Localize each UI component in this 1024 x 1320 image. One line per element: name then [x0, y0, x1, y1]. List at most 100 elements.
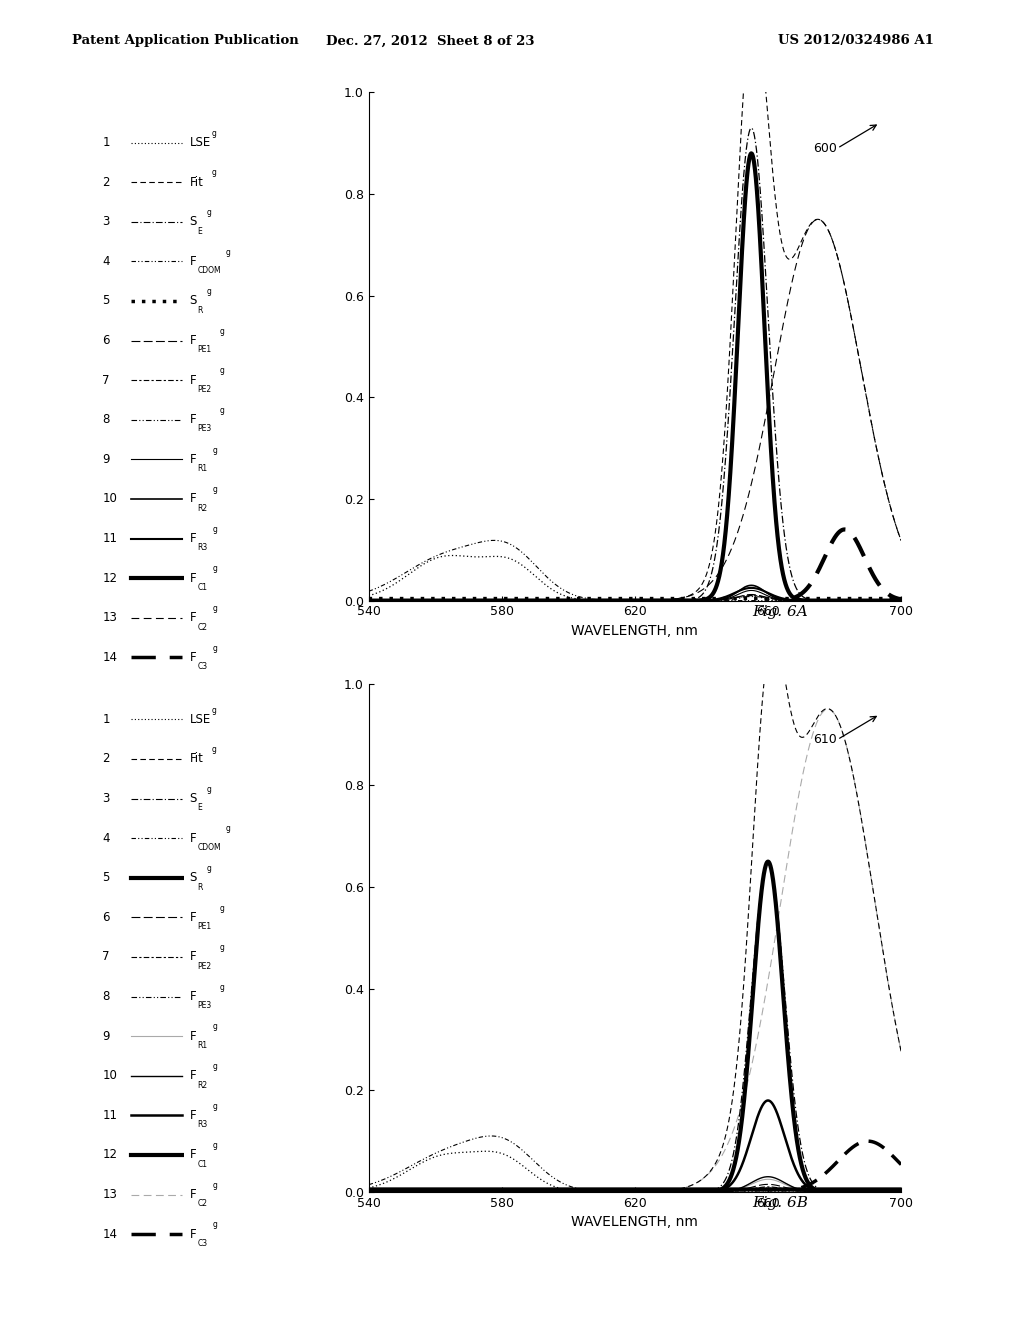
Text: PE3: PE3: [198, 425, 212, 433]
Text: F: F: [189, 532, 196, 545]
Text: R1: R1: [198, 1041, 208, 1049]
Text: 5: 5: [102, 871, 110, 884]
Text: 14: 14: [102, 1228, 118, 1241]
Text: Dec. 27, 2012  Sheet 8 of 23: Dec. 27, 2012 Sheet 8 of 23: [326, 34, 535, 48]
Text: 8: 8: [102, 413, 110, 426]
Text: g: g: [212, 129, 217, 137]
Text: g: g: [219, 983, 224, 991]
Text: PE2: PE2: [198, 385, 212, 393]
Text: F: F: [189, 1030, 196, 1043]
Text: R2: R2: [198, 504, 208, 512]
Text: F: F: [189, 255, 196, 268]
Text: F: F: [189, 832, 196, 845]
Text: 6: 6: [102, 334, 110, 347]
Text: C2: C2: [198, 1200, 208, 1208]
Text: g: g: [213, 644, 218, 652]
Text: F: F: [189, 611, 196, 624]
Text: 3: 3: [102, 792, 110, 805]
Text: g: g: [213, 1142, 218, 1150]
Text: 12: 12: [102, 1148, 118, 1162]
Text: F: F: [189, 413, 196, 426]
Text: CDOM: CDOM: [198, 267, 221, 275]
Text: g: g: [219, 327, 224, 335]
Text: g: g: [219, 367, 224, 375]
Text: 4: 4: [102, 255, 110, 268]
Text: F: F: [189, 572, 196, 585]
Text: US 2012/0324986 A1: US 2012/0324986 A1: [778, 34, 934, 48]
Text: 11: 11: [102, 532, 118, 545]
Text: F: F: [189, 651, 196, 664]
Text: R: R: [198, 306, 203, 314]
Text: 4: 4: [102, 832, 110, 845]
Text: g: g: [213, 486, 218, 494]
Text: C1: C1: [198, 1160, 208, 1168]
Text: 1: 1: [102, 713, 110, 726]
Text: S: S: [189, 215, 197, 228]
Text: PE1: PE1: [198, 923, 212, 931]
Text: Fit: Fit: [189, 176, 204, 189]
Text: g: g: [212, 169, 217, 177]
Text: g: g: [207, 288, 212, 296]
Text: 9: 9: [102, 453, 110, 466]
Text: 13: 13: [102, 1188, 118, 1201]
Text: F: F: [189, 1188, 196, 1201]
Text: Patent Application Publication: Patent Application Publication: [72, 34, 298, 48]
Text: 610: 610: [813, 733, 838, 746]
Text: F: F: [189, 492, 196, 506]
Text: g: g: [213, 1221, 218, 1229]
Text: 1: 1: [102, 136, 110, 149]
Text: 7: 7: [102, 950, 110, 964]
Text: g: g: [207, 209, 212, 216]
Text: g: g: [225, 825, 230, 833]
Text: Fit: Fit: [189, 752, 204, 766]
Text: g: g: [213, 1023, 218, 1031]
Text: 2: 2: [102, 176, 110, 189]
Text: C1: C1: [198, 583, 208, 591]
Text: 8: 8: [102, 990, 110, 1003]
Text: CDOM: CDOM: [198, 843, 221, 851]
Text: Fig. 6B: Fig. 6B: [753, 1196, 809, 1210]
Text: F: F: [189, 950, 196, 964]
Text: C3: C3: [198, 1239, 208, 1247]
Text: 3: 3: [102, 215, 110, 228]
Text: 2: 2: [102, 752, 110, 766]
Text: R3: R3: [198, 1121, 208, 1129]
Text: g: g: [207, 865, 212, 873]
X-axis label: WAVELENGTH, nm: WAVELENGTH, nm: [571, 1216, 698, 1229]
Text: g: g: [213, 565, 218, 573]
Text: F: F: [189, 334, 196, 347]
Text: R1: R1: [198, 465, 208, 473]
Text: PE2: PE2: [198, 962, 212, 970]
Text: g: g: [212, 746, 217, 754]
Text: E: E: [198, 227, 203, 235]
Text: g: g: [213, 605, 218, 612]
Text: 10: 10: [102, 1069, 118, 1082]
Text: Fig. 6A: Fig. 6A: [753, 605, 808, 619]
Text: LSE: LSE: [189, 713, 211, 726]
Text: g: g: [219, 904, 224, 912]
Text: 13: 13: [102, 611, 118, 624]
Text: g: g: [219, 407, 224, 414]
Text: 9: 9: [102, 1030, 110, 1043]
Text: g: g: [213, 1063, 218, 1071]
Text: g: g: [213, 1102, 218, 1110]
Text: F: F: [189, 911, 196, 924]
Text: R2: R2: [198, 1081, 208, 1089]
Text: PE1: PE1: [198, 346, 212, 354]
Text: PE3: PE3: [198, 1002, 212, 1010]
Text: F: F: [189, 1148, 196, 1162]
Text: 600: 600: [813, 141, 838, 154]
Text: S: S: [189, 871, 197, 884]
Text: C3: C3: [198, 663, 208, 671]
Text: 5: 5: [102, 294, 110, 308]
Text: F: F: [189, 374, 196, 387]
Text: 12: 12: [102, 572, 118, 585]
Text: g: g: [213, 446, 218, 454]
Text: F: F: [189, 453, 196, 466]
Text: E: E: [198, 804, 203, 812]
Text: g: g: [207, 785, 212, 793]
Text: F: F: [189, 1109, 196, 1122]
Text: g: g: [219, 944, 224, 952]
X-axis label: WAVELENGTH, nm: WAVELENGTH, nm: [571, 624, 698, 638]
Text: F: F: [189, 1228, 196, 1241]
